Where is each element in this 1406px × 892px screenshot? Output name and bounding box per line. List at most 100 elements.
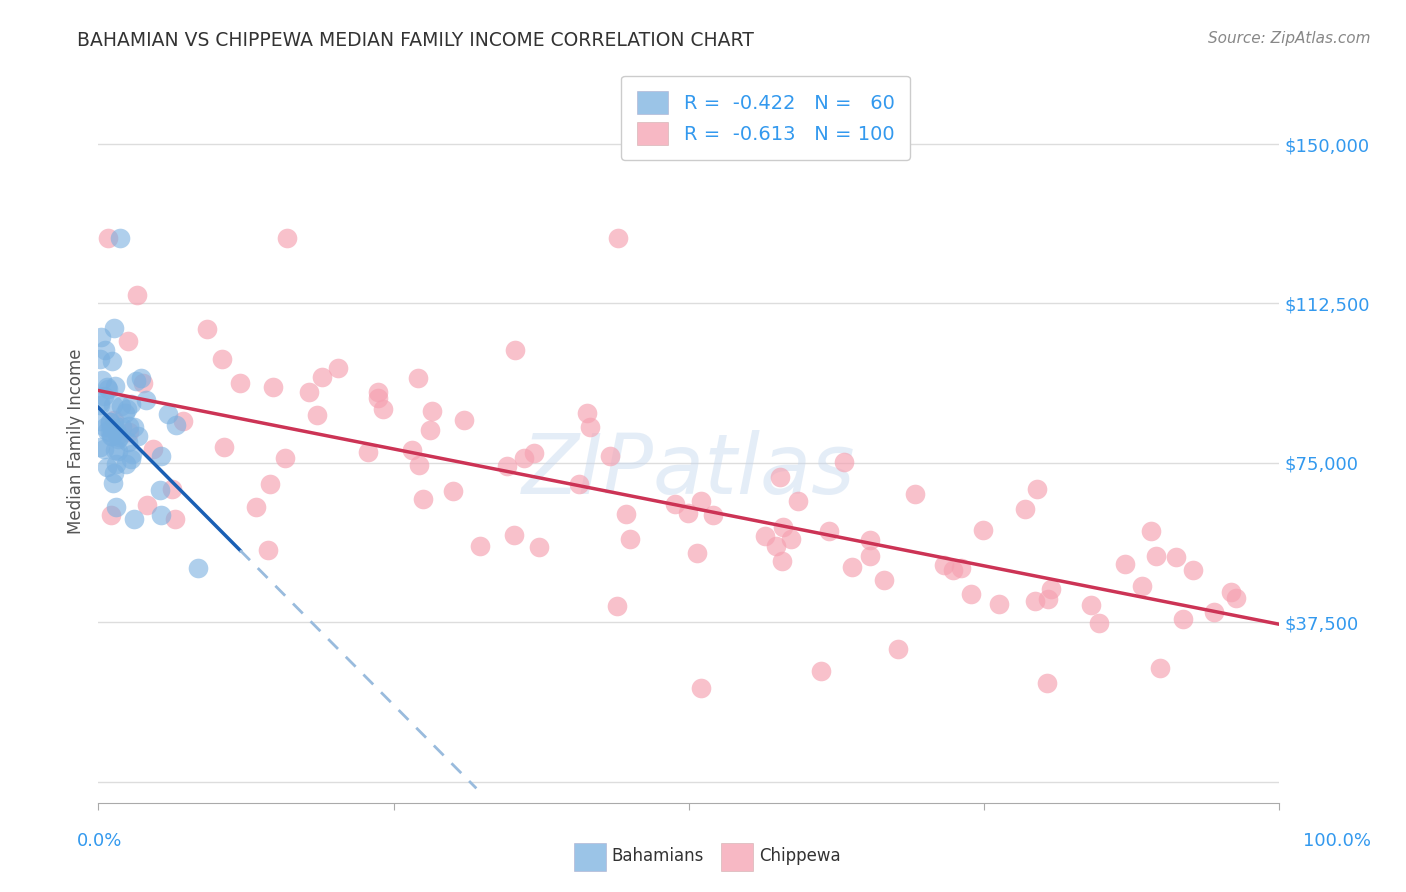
Point xyxy=(1130,580,1153,594)
Point xyxy=(1036,676,1059,690)
Point xyxy=(422,404,444,418)
Point xyxy=(97,230,120,244)
Point xyxy=(357,444,380,458)
Point xyxy=(311,369,333,384)
Point xyxy=(578,420,600,434)
Point xyxy=(120,397,142,411)
Point xyxy=(101,354,124,368)
Point xyxy=(96,460,118,475)
Point xyxy=(122,420,145,434)
Point xyxy=(129,371,152,385)
Point xyxy=(149,449,172,463)
Point xyxy=(100,421,122,435)
Point xyxy=(94,343,117,358)
FancyBboxPatch shape xyxy=(721,844,754,871)
Point xyxy=(89,395,111,409)
Point xyxy=(90,330,112,344)
Point xyxy=(1182,563,1205,577)
Point xyxy=(104,458,127,472)
Point xyxy=(105,423,128,437)
Point xyxy=(818,524,841,539)
Point xyxy=(93,419,115,434)
Point xyxy=(523,446,546,460)
Point xyxy=(859,533,882,547)
Point xyxy=(115,457,138,471)
Point xyxy=(274,451,297,466)
Point xyxy=(110,400,132,414)
Text: Source: ZipAtlas.com: Source: ZipAtlas.com xyxy=(1208,31,1371,46)
Point xyxy=(262,380,284,394)
Point xyxy=(326,361,349,376)
Point xyxy=(401,443,423,458)
Point xyxy=(103,417,125,431)
Point xyxy=(367,391,389,405)
Point xyxy=(107,432,129,446)
Point xyxy=(103,413,125,427)
Point xyxy=(107,428,129,442)
Point xyxy=(689,681,711,695)
Point xyxy=(187,561,209,575)
Point xyxy=(162,482,184,496)
Point xyxy=(135,392,157,407)
Point xyxy=(172,414,194,428)
Point xyxy=(686,546,709,560)
Point xyxy=(859,549,882,564)
Point xyxy=(93,389,115,403)
Point xyxy=(108,430,131,444)
Point xyxy=(702,508,724,522)
Point xyxy=(1140,524,1163,538)
Point xyxy=(117,434,139,449)
Point xyxy=(503,343,526,358)
Point xyxy=(769,470,792,484)
Text: Chippewa: Chippewa xyxy=(759,847,841,865)
Point xyxy=(125,374,148,388)
Point xyxy=(765,539,787,553)
Point xyxy=(412,492,434,507)
Point xyxy=(575,406,598,420)
Point xyxy=(949,560,972,574)
Point xyxy=(619,532,641,546)
Point xyxy=(156,407,179,421)
Point xyxy=(780,532,803,546)
Point xyxy=(1087,615,1109,630)
Point xyxy=(104,379,127,393)
Y-axis label: Median Family Income: Median Family Income xyxy=(66,349,84,534)
Point xyxy=(120,452,142,467)
Point xyxy=(1166,549,1188,564)
Point xyxy=(1144,549,1167,563)
Point xyxy=(121,447,143,461)
Point xyxy=(114,406,136,420)
Point xyxy=(127,429,149,443)
Point xyxy=(960,587,983,601)
Point xyxy=(1202,606,1225,620)
Point xyxy=(118,425,141,439)
Point xyxy=(614,507,637,521)
Point xyxy=(257,543,280,558)
Point xyxy=(131,376,153,390)
Point xyxy=(527,541,550,555)
Text: BAHAMIAN VS CHIPPEWA MEDIAN FAMILY INCOME CORRELATION CHART: BAHAMIAN VS CHIPPEWA MEDIAN FAMILY INCOM… xyxy=(77,31,754,50)
Point xyxy=(104,442,127,457)
Point xyxy=(245,500,267,515)
Point xyxy=(211,352,233,367)
Point xyxy=(754,529,776,543)
Point xyxy=(599,449,621,463)
Legend: R =  -0.422   N =   60, R =  -0.613   N = 100: R = -0.422 N = 60, R = -0.613 N = 100 xyxy=(621,76,910,161)
Text: 0.0%: 0.0% xyxy=(77,831,122,849)
Point xyxy=(1039,582,1062,597)
Point xyxy=(568,477,591,491)
Point xyxy=(1171,612,1194,626)
Point xyxy=(124,512,146,526)
Point xyxy=(105,500,128,514)
Point xyxy=(165,417,187,432)
Point xyxy=(772,520,794,534)
Point xyxy=(89,414,111,428)
Point xyxy=(195,322,218,336)
Point xyxy=(229,376,252,391)
Point xyxy=(373,401,395,416)
Point xyxy=(873,573,896,587)
Text: ZIPatlas: ZIPatlas xyxy=(522,430,856,511)
Point xyxy=(1024,594,1046,608)
Point xyxy=(89,398,111,412)
Point xyxy=(367,385,389,400)
